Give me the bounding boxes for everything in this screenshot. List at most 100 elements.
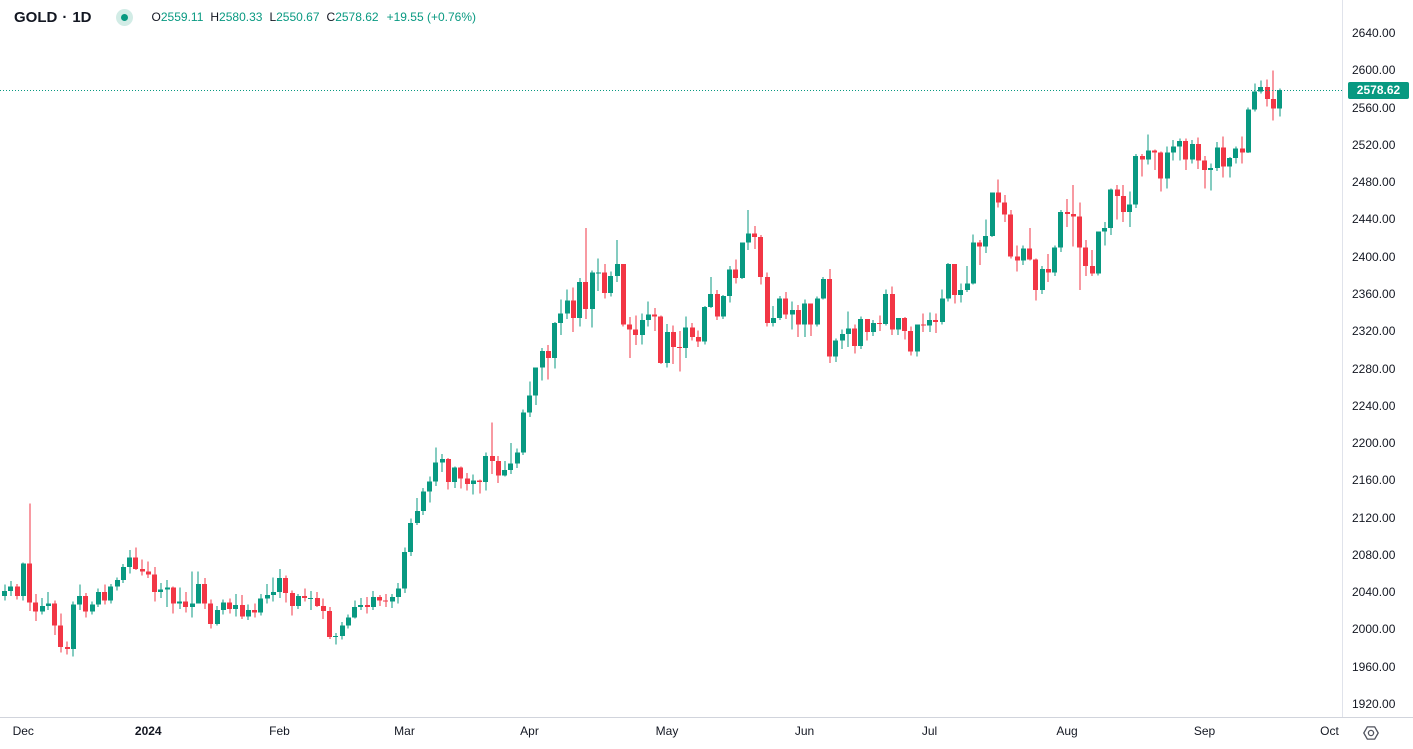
candle (1229, 156, 1231, 178)
candle (590, 272, 595, 309)
candle (577, 281, 582, 319)
candle (52, 603, 57, 626)
candle (1272, 70, 1274, 121)
price-axis-label: 2360.00 (1352, 286, 1396, 301)
market-status-indicator[interactable] (115, 8, 133, 26)
candle (1058, 211, 1063, 248)
candle (166, 580, 168, 608)
candle (115, 580, 120, 587)
candle (633, 329, 638, 335)
time-axis-label: May (655, 724, 679, 738)
candle (472, 474, 474, 495)
candle (571, 300, 576, 319)
candle (1027, 248, 1032, 260)
candle (1154, 149, 1156, 170)
candle (421, 491, 426, 512)
candle (654, 307, 656, 332)
candle (935, 313, 937, 334)
candle (1116, 184, 1118, 220)
candle (791, 301, 793, 330)
candle (1015, 256, 1020, 261)
candle (1021, 248, 1026, 261)
candle (240, 605, 245, 617)
candle (946, 264, 951, 299)
candle (815, 298, 820, 325)
candle (958, 290, 963, 295)
candle (546, 350, 551, 359)
candle (171, 587, 176, 604)
price-axis[interactable]: 2578.62 2640.00 2600.00 2560.00 2520.00 2480… (1342, 0, 1413, 717)
candle (922, 313, 924, 333)
candle (371, 596, 376, 608)
candle (215, 609, 220, 624)
gear-icon (1363, 726, 1379, 740)
candle (272, 577, 274, 602)
candle (290, 593, 295, 607)
candle (1029, 227, 1031, 261)
candle (647, 301, 649, 327)
candle (652, 314, 657, 317)
time-axis-label: Feb (269, 724, 290, 738)
candle (177, 601, 182, 604)
price-axis-label: 2440.00 (1352, 212, 1396, 227)
ohlc-readout: O2559.11 H2580.33 L2550.67 C2578.62 +19.… (145, 10, 476, 24)
candle (352, 607, 357, 618)
candlestick-chart[interactable] (0, 0, 1342, 717)
candle (183, 601, 188, 608)
candle (1002, 202, 1007, 215)
time-axis[interactable]: Dec 2024 Feb Mar Apr May Jun Jul Aug Sep Oct (0, 717, 1413, 749)
candle (627, 324, 632, 330)
candle (1227, 157, 1232, 167)
candle (921, 324, 926, 326)
candle (952, 264, 957, 295)
candle (752, 233, 757, 238)
candle (646, 314, 651, 321)
symbol-title[interactable]: GOLD · 1D (14, 9, 92, 26)
candle (1277, 90, 1282, 109)
candle (196, 583, 201, 604)
candle (483, 456, 488, 483)
candle (1121, 196, 1126, 212)
candle (827, 279, 832, 357)
candle (127, 557, 132, 568)
candle (271, 592, 276, 595)
candle (333, 635, 338, 637)
price-axis-label: 2480.00 (1352, 175, 1396, 190)
candle (90, 604, 95, 612)
candle (702, 306, 707, 342)
candle (1091, 250, 1093, 277)
candle (852, 328, 857, 347)
candle (821, 279, 826, 299)
candle (1047, 253, 1049, 282)
candle (508, 463, 513, 471)
candle (8, 586, 13, 592)
candle (665, 332, 670, 363)
price-axis-label: 2280.00 (1352, 361, 1396, 376)
chart-pane[interactable] (0, 0, 1342, 717)
candle (296, 595, 301, 607)
candle (808, 303, 813, 325)
candle (965, 283, 970, 291)
candle (671, 332, 676, 348)
low-value: L2550.67 (269, 10, 320, 24)
candle (690, 327, 695, 337)
candle (458, 467, 463, 479)
candle (1102, 227, 1107, 232)
candle (983, 236, 988, 247)
price-axis-label: 2320.00 (1352, 324, 1396, 339)
candle (1033, 259, 1038, 291)
candle (777, 298, 782, 319)
candle (783, 298, 788, 315)
candle (865, 319, 870, 333)
candle (390, 596, 395, 602)
candle (883, 293, 888, 324)
candle (977, 242, 982, 247)
candle (533, 367, 538, 396)
candle (465, 478, 470, 485)
axis-settings-button[interactable] (1360, 722, 1382, 744)
candle (340, 625, 345, 636)
candle (765, 277, 770, 323)
candle (608, 276, 613, 294)
candle (383, 600, 388, 602)
candle (227, 602, 232, 609)
